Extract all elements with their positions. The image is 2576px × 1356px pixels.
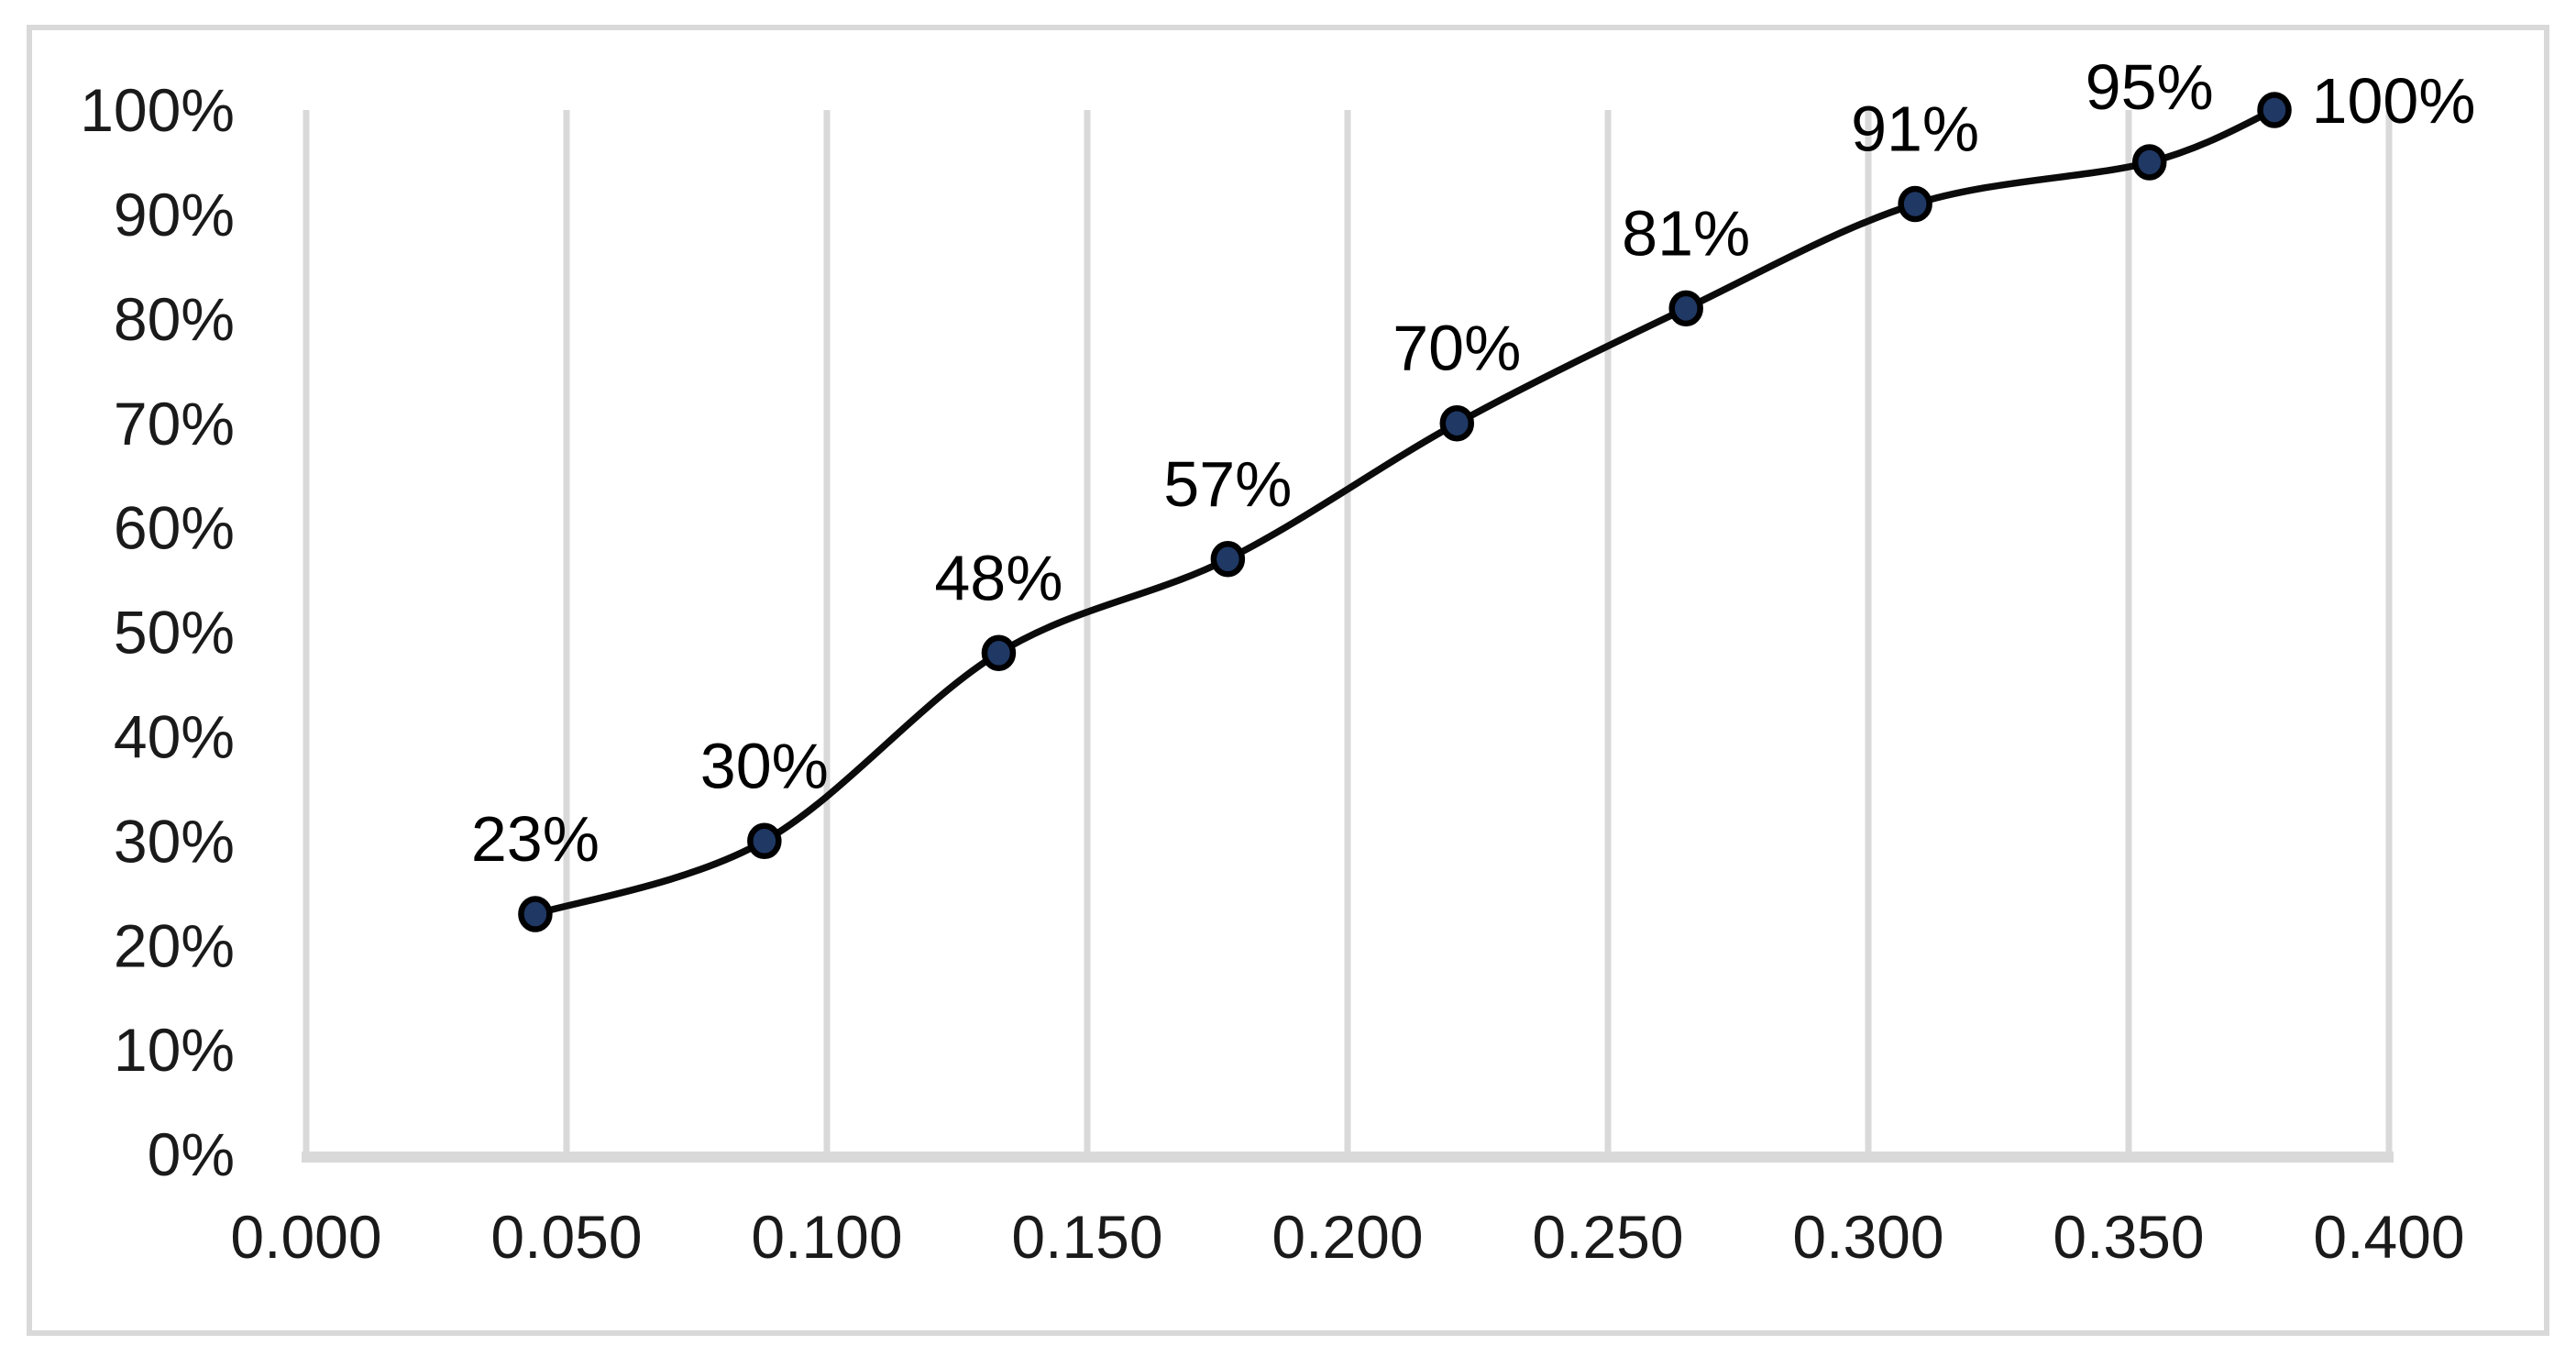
data-point-marker xyxy=(1668,290,1703,327)
x-tick-label: 0.200 xyxy=(1271,1203,1423,1271)
data-point-marker xyxy=(1898,185,1932,223)
x-tick-label: 0.300 xyxy=(1792,1203,1943,1271)
data-point-label: 95% xyxy=(2086,51,2214,123)
y-tick-label: 10% xyxy=(114,1016,235,1084)
data-point-label: 23% xyxy=(471,803,600,875)
data-point-marker xyxy=(2131,144,2167,181)
data-point-marker xyxy=(518,896,553,932)
data-point-label: 48% xyxy=(934,542,1062,613)
y-tick-label: 0% xyxy=(148,1120,235,1188)
gridlines xyxy=(303,110,2393,1154)
y-tick-label: 60% xyxy=(114,494,235,562)
x-tick-label: 0.350 xyxy=(2053,1203,2204,1271)
x-tick-label: 0.150 xyxy=(1011,1203,1162,1271)
y-tick-label: 20% xyxy=(114,911,235,979)
data-point-label: 70% xyxy=(1393,313,1521,384)
x-axis-tick-labels: 0.000 0.050 0.100 0.150 0.200 0.250 0.300 0.350… xyxy=(230,1203,2464,1271)
data-point-label: 30% xyxy=(700,730,829,801)
chart-frame-border xyxy=(27,25,2549,1336)
x-tick-label: 0.400 xyxy=(2313,1203,2464,1271)
data-point-marker xyxy=(2257,92,2292,128)
data-point-label: 91% xyxy=(1851,94,1979,165)
data-point-marker xyxy=(1439,404,1475,442)
y-tick-label: 40% xyxy=(114,703,235,771)
y-tick-label: 70% xyxy=(114,390,235,458)
data-point-marker xyxy=(981,634,1017,672)
data-point-label: 100% xyxy=(2312,65,2476,137)
data-point-marker xyxy=(747,822,782,860)
data-point-marker xyxy=(1210,541,1246,578)
data-point-markers xyxy=(518,92,2292,932)
x-tick-label: 0.250 xyxy=(1532,1203,1683,1271)
x-tick-label: 0.000 xyxy=(230,1203,381,1271)
data-point-labels: 23% 30% 48% 57% 70% 81% 91% 95% 100% xyxy=(471,51,2476,875)
x-tick-label: 0.100 xyxy=(751,1203,902,1271)
series-line xyxy=(532,106,2278,918)
y-axis-tick-labels: 0% 10% 20% 30% 40% 50% 60% 70% 80% 90% 100% xyxy=(80,76,235,1188)
y-tick-label: 50% xyxy=(114,599,235,667)
x-tick-label: 0.050 xyxy=(490,1203,642,1271)
data-point-label: 57% xyxy=(1163,448,1292,520)
data-point-label: 81% xyxy=(1622,197,1750,269)
y-tick-label: 90% xyxy=(114,181,235,248)
y-tick-label: 80% xyxy=(114,285,235,353)
y-tick-label: 100% xyxy=(80,76,235,144)
y-tick-label: 30% xyxy=(114,807,235,875)
